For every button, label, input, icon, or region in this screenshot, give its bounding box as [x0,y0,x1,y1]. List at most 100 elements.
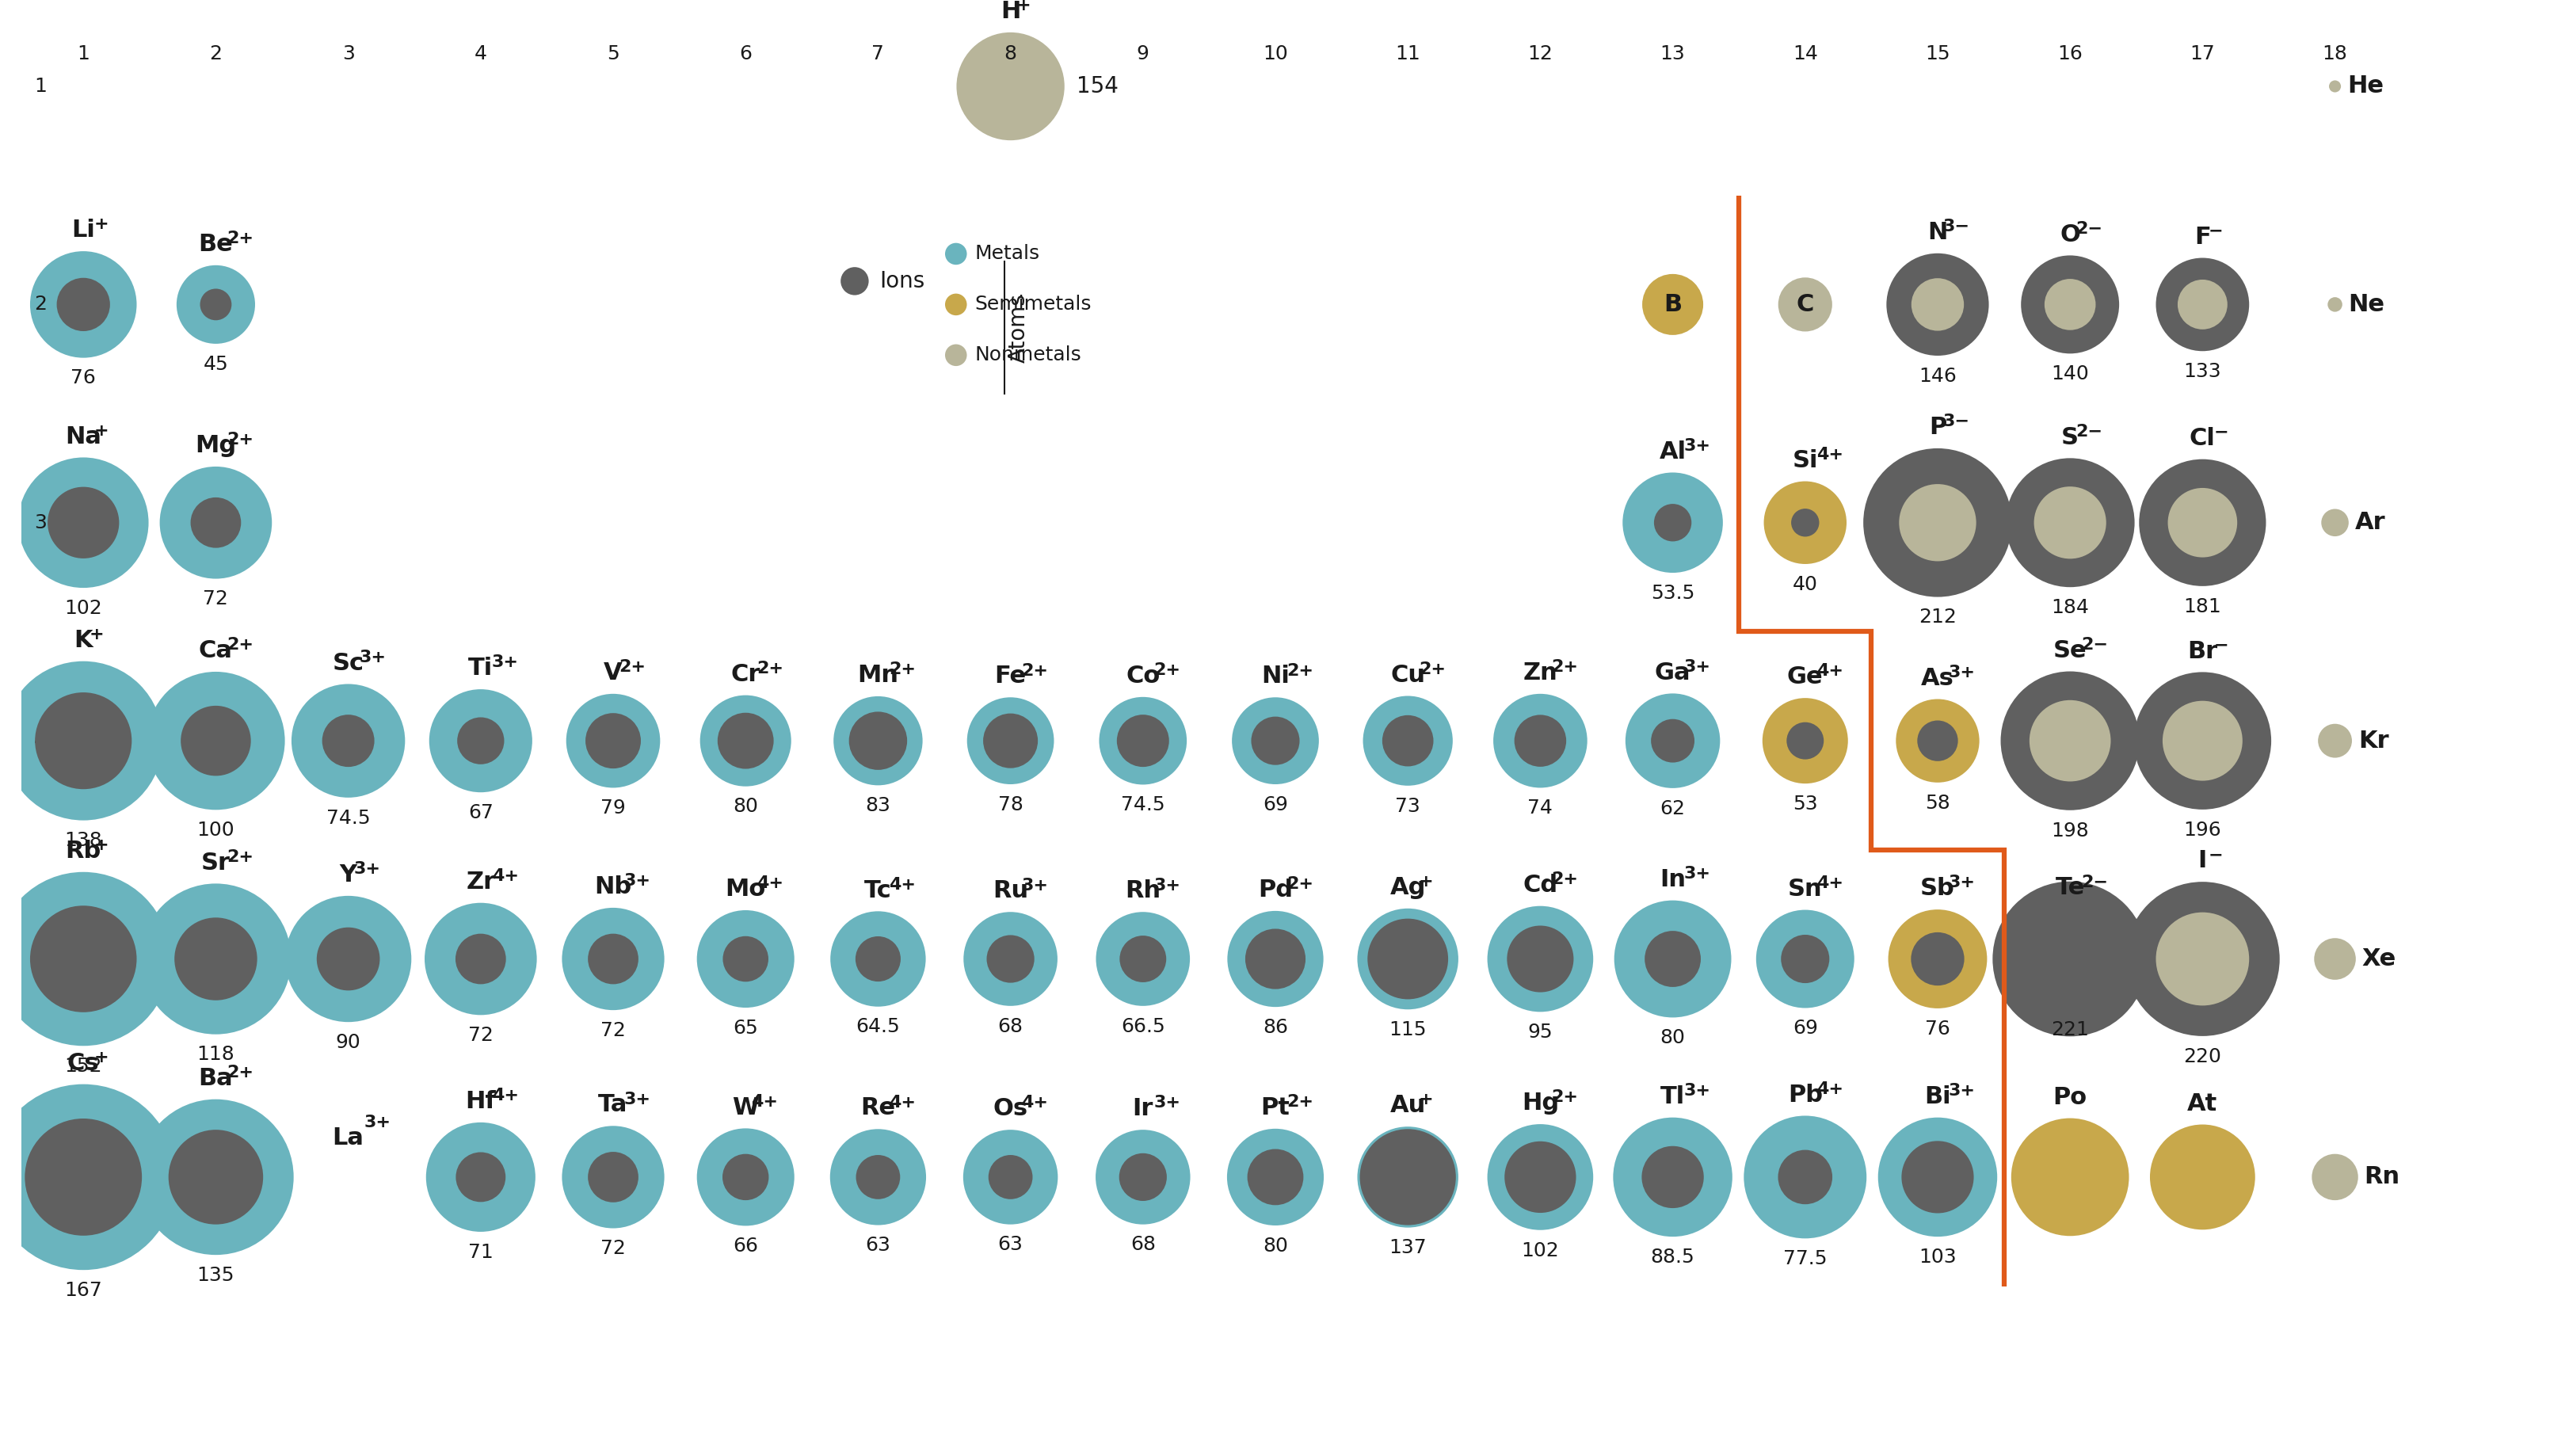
Circle shape [589,933,638,984]
Text: 4+: 4+ [492,868,518,884]
Text: Sc: Sc [332,652,365,674]
Text: 15: 15 [1925,44,1951,63]
Circle shape [2315,938,2356,980]
Circle shape [2162,700,2241,780]
Circle shape [1614,1118,1731,1236]
Text: Cr: Cr [732,662,760,686]
Text: 4+: 4+ [1816,1082,1844,1096]
Circle shape [426,1123,535,1232]
Text: Ni: Ni [1262,665,1290,689]
Text: 6: 6 [33,1168,46,1187]
Circle shape [2020,909,2119,1009]
Text: 11: 11 [1395,44,1420,63]
Text: Metals: Metals [974,245,1040,264]
Text: 220: 220 [2183,1047,2221,1066]
Circle shape [31,906,138,1012]
Circle shape [834,696,923,785]
Text: 78: 78 [997,795,1023,814]
Text: 3+: 3+ [1683,1083,1711,1099]
Text: Cs: Cs [66,1051,99,1075]
Text: Y: Y [339,863,357,887]
Text: 3+: 3+ [625,1092,650,1107]
Text: 2+: 2+ [227,230,252,246]
Text: 4: 4 [474,44,487,63]
Text: 2+: 2+ [1550,660,1578,676]
Circle shape [854,936,900,981]
Text: Ge: Ge [1788,665,1823,689]
Text: Pt: Pt [1260,1096,1290,1120]
Text: 196: 196 [2183,820,2221,840]
Text: 69: 69 [1793,1019,1818,1038]
Text: In: In [1660,868,1686,891]
Text: 69: 69 [1262,795,1288,814]
Circle shape [1655,504,1691,542]
Text: La: La [332,1127,365,1150]
Text: 103: 103 [1918,1248,1956,1267]
Circle shape [140,884,291,1034]
Text: 83: 83 [864,796,890,815]
Text: Rh: Rh [1125,879,1160,903]
Text: +: + [94,1050,110,1066]
Text: 5: 5 [607,44,620,63]
Text: 3: 3 [342,44,354,63]
Text: 133: 133 [2183,363,2221,381]
Text: 1: 1 [33,77,46,96]
Circle shape [1790,508,1818,537]
Text: Kr: Kr [2359,729,2389,753]
Text: −: − [2208,223,2224,239]
Text: 167: 167 [64,1281,102,1300]
Circle shape [1777,1150,1833,1204]
Text: He: He [2346,74,2384,98]
Circle shape [966,697,1053,785]
Circle shape [456,718,505,764]
Circle shape [1507,926,1573,992]
Circle shape [161,466,273,578]
Text: 3+: 3+ [1683,438,1711,454]
Text: 58: 58 [1925,794,1951,812]
Text: Ba: Ba [199,1067,232,1091]
Text: 7: 7 [872,44,885,63]
Text: Fe: Fe [994,665,1028,689]
Circle shape [701,695,790,786]
Circle shape [1900,483,1976,561]
Text: Ag: Ag [1390,877,1425,900]
Circle shape [176,265,255,344]
Text: 3+: 3+ [1948,1083,1976,1099]
Circle shape [191,498,242,547]
Circle shape [316,927,380,990]
Text: H: H [1000,0,1020,23]
Text: 212: 212 [1918,607,1956,628]
Circle shape [987,935,1035,983]
Text: 184: 184 [2050,598,2088,617]
Circle shape [1494,695,1586,788]
Text: 3−: 3− [1943,218,1971,234]
Text: 45: 45 [204,355,229,374]
Text: Hf: Hf [467,1091,497,1112]
Text: 2+: 2+ [1285,662,1313,678]
Text: 72: 72 [469,1026,492,1045]
Circle shape [321,715,375,767]
Circle shape [1650,719,1693,763]
Circle shape [1762,697,1849,783]
Text: 2+: 2+ [1550,1089,1578,1105]
Text: 40: 40 [1793,575,1818,594]
Circle shape [2022,255,2119,354]
Circle shape [589,1152,638,1203]
Circle shape [2139,459,2267,587]
Circle shape [841,266,870,296]
Text: +: + [94,217,110,233]
Circle shape [1382,715,1433,766]
Text: 2+: 2+ [227,638,252,652]
Text: 221: 221 [2050,1021,2088,1040]
Text: 66: 66 [732,1236,757,1255]
Text: 62: 62 [1660,799,1686,818]
Text: Po: Po [2053,1086,2086,1109]
Circle shape [946,243,966,265]
Circle shape [2030,700,2111,782]
Text: 3+: 3+ [1155,878,1181,893]
Circle shape [2124,882,2280,1037]
Text: Re: Re [859,1096,895,1120]
Text: 2+: 2+ [1550,871,1578,887]
Circle shape [1788,722,1823,760]
Text: 80: 80 [1660,1028,1686,1047]
